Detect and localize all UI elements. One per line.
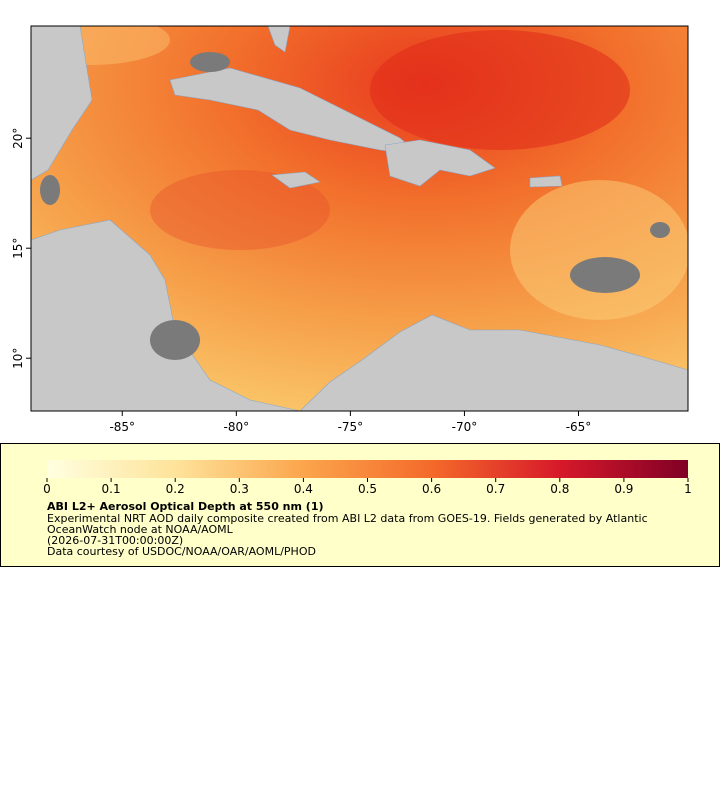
- colorbar-tick-label: 0: [43, 482, 51, 496]
- colorbar-tick-label: 0.4: [294, 482, 313, 496]
- colorbar-tick-label: 0.9: [614, 482, 633, 496]
- legend-line: OceanWatch node at NOAA/AOML: [47, 523, 234, 536]
- no-data: [40, 52, 670, 360]
- legend-line: Experimental NRT AOD daily composite cre…: [47, 512, 648, 525]
- x-tick-label: -85°: [109, 420, 135, 434]
- colorbar-tick-label: 0.3: [230, 482, 249, 496]
- legend-title: ABI L2+ Aerosol Optical Depth at 550 nm …: [47, 500, 324, 513]
- legend-line: (2026-07-31T00:00:00Z): [47, 534, 183, 547]
- x-tick-label: -65°: [566, 420, 592, 434]
- x-tick-label: -70°: [452, 420, 478, 434]
- x-tick-label: -75°: [338, 420, 364, 434]
- land: [31, 26, 688, 411]
- colorbar-tick-label: 0.6: [422, 482, 441, 496]
- colorbar-tick-label: 0.1: [102, 482, 121, 496]
- x-tick-label: -80°: [224, 420, 250, 434]
- colorbar-tick-label: 1: [684, 482, 692, 496]
- map-frame: [30, 25, 689, 412]
- map-area: [31, 26, 688, 411]
- y-tick-label: 15°: [11, 238, 25, 259]
- colorbar-tick-label: 0.5: [358, 482, 377, 496]
- colorbar-tick-label: 0.2: [166, 482, 185, 496]
- y-tick-label: 10°: [11, 348, 25, 369]
- colorbar-tick-label: 0.7: [486, 482, 505, 496]
- aod-field: [370, 30, 630, 150]
- aod-field: [510, 180, 688, 320]
- aod-field: [150, 170, 330, 250]
- legend-line: Data courtesy of USDOC/NOAA/OAR/AOML/PHO…: [47, 545, 316, 558]
- y-tick-label: 20°: [11, 128, 25, 149]
- colorbar: [47, 460, 688, 478]
- colorbar-tick-label: 0.8: [550, 482, 569, 496]
